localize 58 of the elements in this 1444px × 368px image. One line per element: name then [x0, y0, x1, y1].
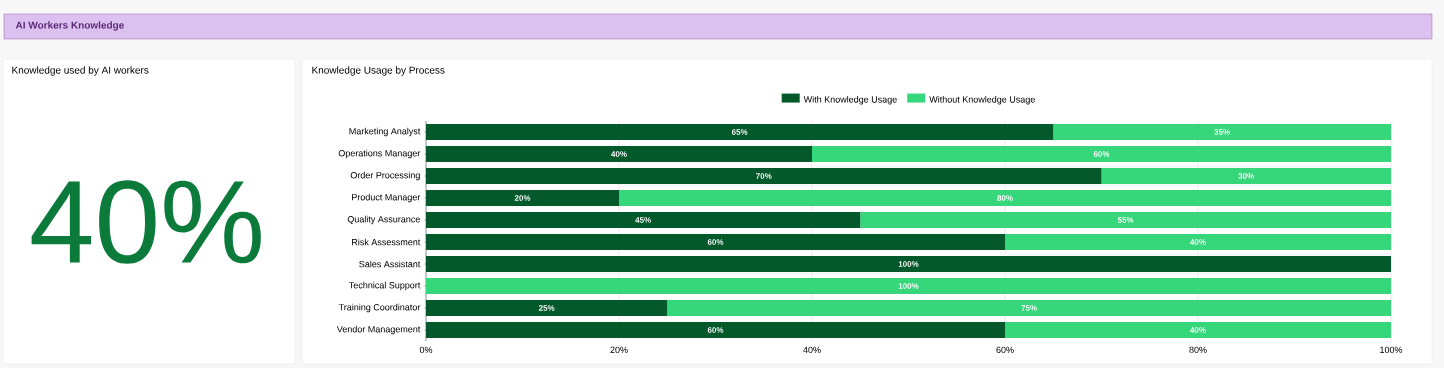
- bar: [426, 256, 1392, 272]
- y-tick-label: Marketing Analyst: [349, 127, 421, 137]
- bar: [1101, 168, 1392, 184]
- y-tick-label: Vendor Management: [336, 325, 421, 335]
- data-label: 100%: [898, 283, 919, 289]
- y-tick-label: Sales Assistant: [359, 260, 421, 268]
- bar: [426, 190, 620, 206]
- bar: [426, 146, 813, 162]
- data-label: 75%: [1021, 305, 1037, 311]
- data-label: 30%: [1238, 173, 1255, 179]
- y-tick-label: Quality Assurance: [347, 215, 420, 225]
- y-tick-label: Operations Manager: [338, 149, 421, 159]
- data-label: 100%: [898, 261, 919, 267]
- y-tick-label: Product Manager: [352, 193, 421, 203]
- bar: [426, 124, 1054, 140]
- bar: [426, 234, 1006, 250]
- data-label: 40%: [611, 151, 627, 157]
- legend-label: With Knowledge Usage: [803, 96, 897, 105]
- bar: [619, 190, 1392, 206]
- bar: [860, 212, 1392, 228]
- data-label: 25%: [538, 305, 555, 311]
- y-tick-label: Technical Support: [349, 281, 421, 291]
- data-label: 20%: [514, 195, 531, 201]
- data-label: 35%: [1214, 129, 1230, 135]
- bar: [1053, 124, 1392, 140]
- data-label: 40%: [1190, 239, 1206, 245]
- x-tick-label: 0%: [419, 346, 433, 354]
- data-label: 65%: [731, 129, 748, 135]
- data-label: 60%: [1093, 151, 1110, 157]
- y-tick-label: Order Processing: [350, 171, 420, 181]
- data-label: 55%: [1117, 217, 1134, 223]
- bar: [426, 322, 1006, 338]
- x-tick-label: 20%: [610, 346, 628, 354]
- x-tick-label: 100%: [1380, 346, 1403, 354]
- text: AI Workers Knowledge: [15, 21, 124, 31]
- bar: [1005, 234, 1392, 250]
- text: 40%: [31, 180, 261, 264]
- bar: [426, 212, 861, 228]
- x-tick-label: 40%: [803, 346, 821, 354]
- y-tick-label: Risk Assessment: [352, 238, 421, 246]
- y-tick-label: Training Coordinator: [338, 303, 421, 313]
- bar: [426, 168, 1102, 184]
- legend-label: Without Knowledge Usage: [929, 96, 1035, 105]
- bar: [667, 300, 1392, 316]
- bar: [812, 146, 1392, 162]
- text: Knowledge used by AI workers: [12, 66, 149, 76]
- data-label: 60%: [707, 239, 724, 245]
- x-tick-label: 60%: [996, 346, 1014, 354]
- bar: [1005, 322, 1392, 338]
- bar: [426, 278, 1392, 294]
- bar: [426, 300, 668, 316]
- data-label: 70%: [756, 173, 772, 179]
- x-tick-label: 80%: [1189, 346, 1207, 354]
- data-label: 45%: [635, 217, 651, 223]
- data-label: 40%: [1190, 327, 1206, 333]
- data-label: 60%: [707, 327, 724, 333]
- chart-title: Knowledge Usage by Process: [312, 66, 445, 76]
- data-label: 80%: [997, 195, 1013, 201]
